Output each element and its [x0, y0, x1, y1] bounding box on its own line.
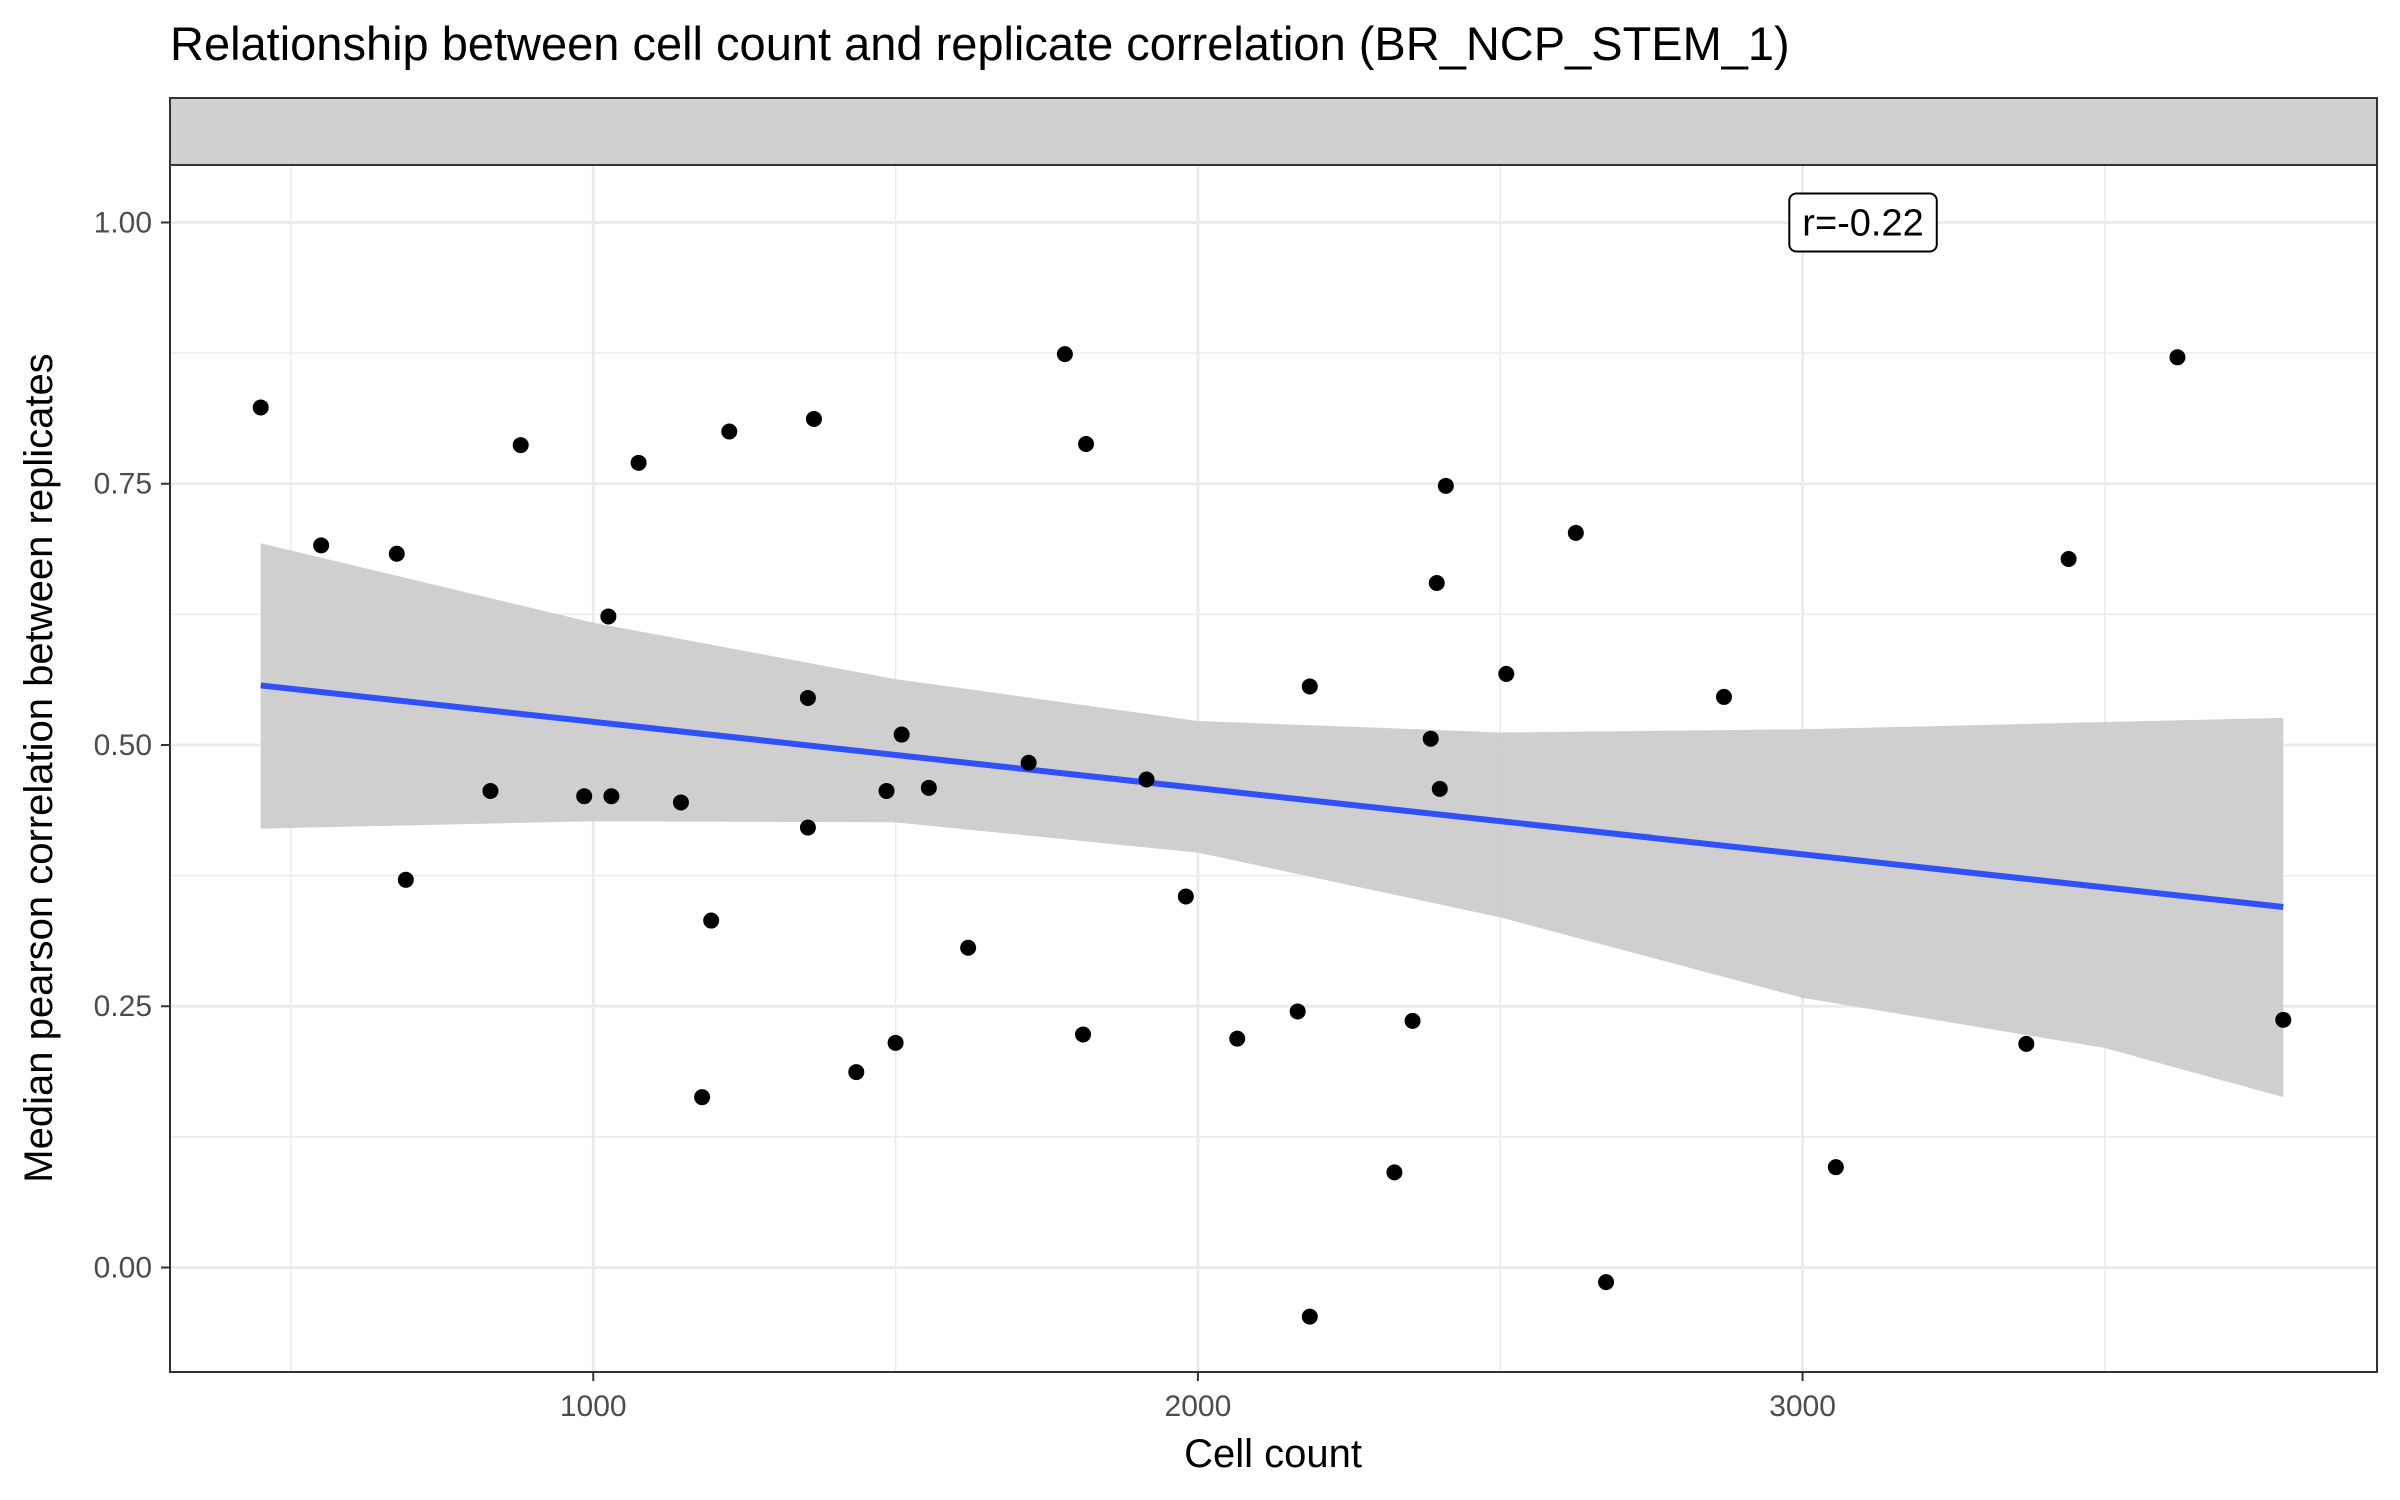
fit-line: [260, 682, 2284, 910]
data-point: [1567, 524, 1584, 541]
data-point: [388, 545, 405, 562]
data-point: [721, 423, 738, 440]
data-point: [1598, 1274, 1615, 1291]
y-tick-label: 0.00: [94, 1251, 152, 1284]
data-point: [1404, 1012, 1421, 1029]
data-point: [603, 788, 620, 805]
data-point: [1138, 771, 1155, 788]
data-point: [2169, 349, 2186, 366]
data-point: [887, 1034, 904, 1051]
data-point: [1075, 1026, 1092, 1043]
annotation-text: r=-0.22: [1802, 202, 1923, 244]
plot-border: [169, 164, 2378, 1373]
data-point: [1020, 754, 1037, 771]
data-point: [1229, 1030, 1246, 1047]
correlation-annotation: r=-0.22: [1788, 192, 1938, 253]
y-tick-label: 0.75: [94, 468, 152, 501]
confidence-band: [260, 543, 2284, 1098]
axis-ticks: 1000 2000 3000 0.00 0.25 0.50 0.75 1.00: [94, 206, 1836, 1423]
data-point: [252, 399, 269, 416]
data-point: [1056, 346, 1073, 363]
x-axis-title: Cell count: [1184, 1432, 1362, 1476]
data-point: [878, 782, 895, 799]
data-point: [1428, 575, 1445, 592]
data-point: [960, 939, 977, 956]
data-point: [512, 437, 529, 454]
data-point: [1289, 1003, 1306, 1020]
x-tick-label: 3000: [1769, 1390, 1836, 1423]
data-point: [799, 819, 816, 836]
data-point: [1437, 477, 1454, 494]
data-point: [920, 779, 937, 796]
data-point: [576, 788, 593, 805]
x-tick-label: 2000: [1165, 1390, 1232, 1423]
data-point: [482, 782, 499, 799]
data-point: [1498, 665, 1515, 682]
data-point: [703, 912, 720, 929]
data-point: [2275, 1011, 2292, 1028]
chart-title: Relationship between cell count and repl…: [170, 17, 1790, 70]
data-point: [600, 608, 617, 625]
data-point: [848, 1064, 865, 1081]
data-point: [2018, 1035, 2035, 1052]
data-point: [1177, 888, 1194, 905]
data-point: [397, 871, 414, 888]
y-tick-label: 1.00: [94, 206, 152, 239]
fit-line-layer: [260, 682, 2284, 910]
scatter-points: [252, 346, 2292, 1325]
annotation-box: [1788, 192, 1938, 253]
data-point: [630, 454, 647, 471]
data-point: [694, 1089, 711, 1106]
y-tick-label: 0.25: [94, 990, 152, 1023]
data-point: [893, 726, 910, 743]
data-point: [805, 410, 822, 427]
data-point: [1827, 1159, 1844, 1176]
data-point: [1386, 1164, 1403, 1181]
data-point: [1078, 436, 1095, 453]
data-point: [1301, 678, 1318, 695]
data-point: [1422, 730, 1439, 747]
data-point: [1715, 688, 1732, 705]
facet-strip: [169, 97, 2378, 166]
data-point: [1431, 780, 1448, 797]
data-point: [799, 689, 816, 706]
data-point: [2060, 550, 2077, 567]
y-axis-title: Median pearson correlation between repli…: [17, 353, 61, 1182]
x-tick-label: 1000: [560, 1390, 627, 1423]
data-point: [313, 537, 330, 554]
data-point: [672, 794, 689, 811]
confidence-band-layer: [260, 543, 2284, 1098]
y-tick-label: 0.50: [94, 729, 152, 762]
data-point: [1301, 1308, 1318, 1325]
